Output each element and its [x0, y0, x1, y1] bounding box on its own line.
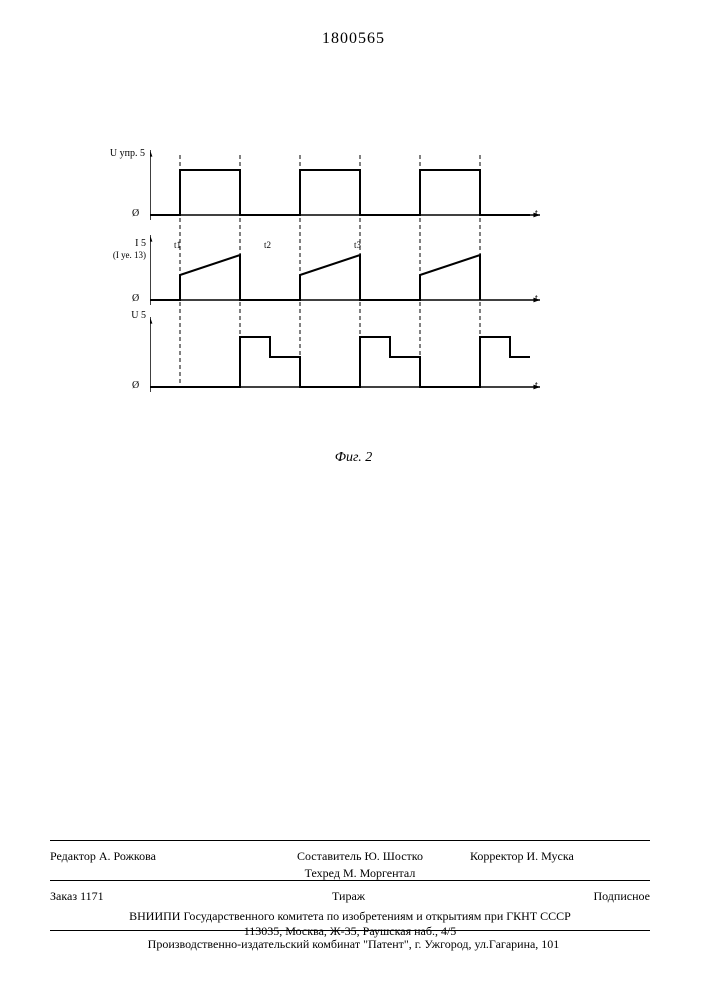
page-root: 1800565 U упр. 5 Ø I 5 (I уе. 13) Ø U 5 …: [0, 0, 707, 1000]
figure-caption: Фиг. 2: [0, 450, 707, 466]
corrector-cell: Корректор И. Муска: [470, 848, 650, 882]
techred-label: Техред: [305, 866, 340, 880]
order-row: Заказ 1171 Тираж Подписное: [50, 884, 650, 907]
t-label-3: t: [535, 380, 538, 391]
compiler-name: Ю. Шостко: [364, 849, 423, 863]
corrector-label: Корректор: [470, 849, 524, 863]
rule-1: [50, 840, 650, 841]
publisher-line-1: ВНИИПИ Государственного комитета по изоб…: [50, 909, 650, 925]
publisher-block: ВНИИПИ Государственного комитета по изоб…: [50, 907, 650, 940]
zero-label-1: Ø: [132, 208, 139, 219]
editor-label: Редактор: [50, 849, 96, 863]
printer-line: Производственно-издательский комбинат "П…: [0, 937, 707, 952]
timing-diagram: U упр. 5 Ø I 5 (I уе. 13) Ø U 5 Ø t t t …: [150, 150, 550, 410]
print-run-cell: Тираж: [332, 888, 365, 905]
label-u-upr-5: U упр. 5: [95, 148, 145, 159]
label-i5: I 5: [108, 238, 146, 249]
techred-name: М. Моргентал: [343, 866, 415, 880]
time-mark-t1: t1: [174, 240, 181, 250]
print-run-label: Тираж: [332, 889, 365, 903]
time-mark-t2: t2: [264, 240, 271, 250]
document-number: 1800565: [0, 30, 707, 48]
order-cell: Заказ 1171: [50, 888, 104, 905]
editor-name: А. Рожкова: [99, 849, 156, 863]
order-label: Заказ: [50, 889, 77, 903]
corrector-name: И. Муска: [527, 849, 574, 863]
compiler-label: Составитель: [297, 849, 361, 863]
t-label-2: t: [535, 293, 538, 304]
label-u5: U 5: [108, 310, 146, 321]
zero-label-2: Ø: [132, 293, 139, 304]
order-number: 1171: [80, 889, 104, 903]
subscription-cell: Подписное: [593, 888, 650, 905]
order-publisher-block: Заказ 1171 Тираж Подписное ВНИИПИ Госуда…: [50, 884, 650, 940]
t-label-1: t: [535, 208, 538, 219]
zero-label-3: Ø: [132, 380, 139, 391]
timing-svg: [150, 150, 550, 410]
rule-3: [50, 930, 650, 931]
rule-2: [50, 880, 650, 881]
editor-cell: Редактор А. Рожкова: [50, 848, 250, 882]
label-i-ue-13: (I уе. 13): [88, 250, 146, 260]
time-mark-t3: t3: [354, 240, 361, 250]
subscription-label: Подписное: [593, 889, 650, 903]
center-credits-cell: Составитель Ю. Шостко Техред М. Моргента…: [250, 848, 470, 882]
